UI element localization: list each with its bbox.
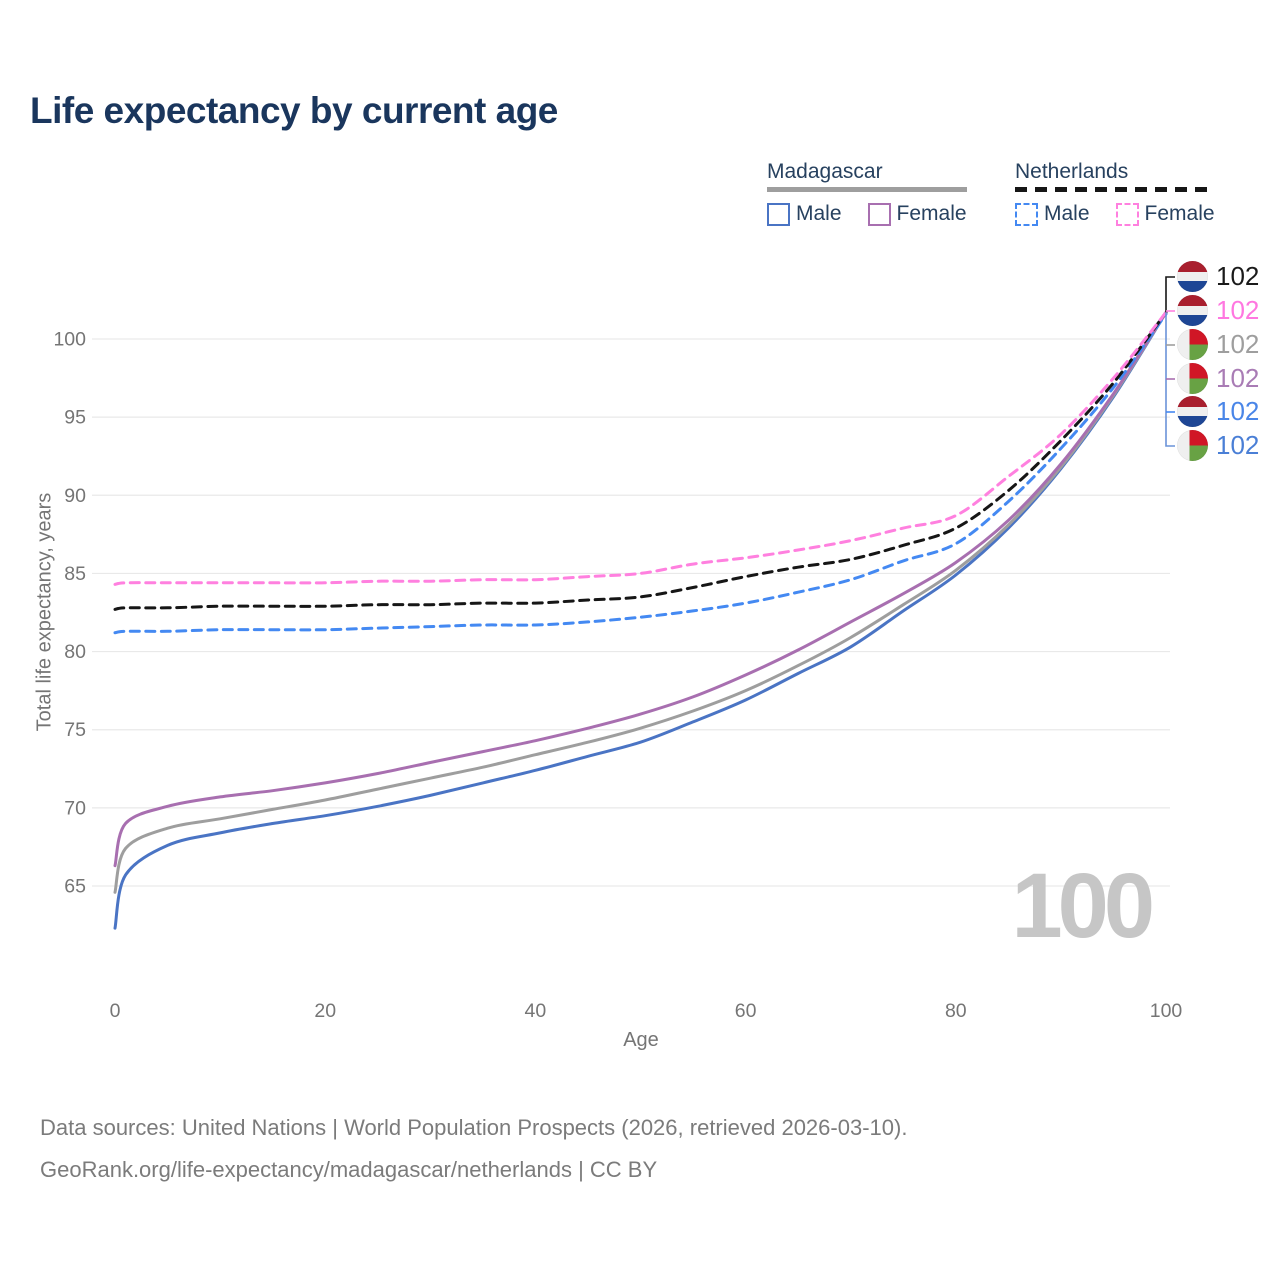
series-line-netherlands_male[interactable]: [113, 312, 1168, 635]
end-label-connector-blue: [1165, 312, 1175, 447]
y-tick-label: 85: [64, 563, 86, 585]
end-label-row: 102: [1177, 329, 1259, 360]
y-axis-title: Total life expectancy, years: [33, 492, 56, 732]
end-value-madagascar_both: 102: [1216, 329, 1260, 359]
series-line-madagascar_female[interactable]: [113, 310, 1168, 868]
legend-item-netherlands-male[interactable]: Male: [1015, 202, 1090, 226]
series-line-netherlands_female[interactable]: [113, 310, 1168, 586]
footer-data-sources: Data sources: United Nations | World Pop…: [40, 1115, 908, 1140]
flag-netherlands-icon: [1177, 396, 1208, 427]
legend-label: Male: [796, 202, 842, 225]
series-line-madagascar_both[interactable]: [113, 310, 1168, 894]
legend-group-netherlands: Netherlands Male Female: [1015, 160, 1215, 226]
legend-underline-solid: [767, 187, 967, 192]
x-tick-label: 80: [945, 1000, 967, 1022]
madagascar-female-swatch-icon: [867, 202, 891, 226]
x-tick-label: 60: [735, 1000, 757, 1022]
age-watermark: 100: [1011, 855, 1155, 957]
end-label-row: 102: [1177, 430, 1259, 461]
page-title: Life expectancy by current age: [30, 90, 558, 131]
x-tick-label: 40: [525, 1000, 547, 1022]
legend-title-netherlands: Netherlands: [1015, 160, 1129, 183]
end-label-connector-black: [1165, 276, 1175, 313]
end-label-row: 102: [1177, 396, 1259, 427]
series-line-madagascar_male[interactable]: [113, 310, 1168, 930]
end-value-netherlands_male: 102: [1216, 396, 1260, 426]
legend-item-madagascar-female[interactable]: Female: [867, 202, 967, 226]
footer-attribution-link: GeoRank.org/life-expectancy/madagascar/n…: [40, 1157, 658, 1182]
flag-netherlands-icon: [1177, 261, 1208, 292]
legend-underline-dashed: [1015, 187, 1215, 192]
y-tick-label: 70: [64, 797, 86, 819]
y-tick-label: 90: [64, 485, 86, 507]
flag-madagascar-icon: [1177, 329, 1208, 360]
netherlands-female-swatch-icon: [1115, 202, 1139, 226]
y-tick-label: 100: [53, 329, 86, 351]
x-tick-label: 0: [110, 1000, 121, 1022]
end-value-madagascar_male: 102: [1216, 430, 1260, 460]
end-value-madagascar_female: 102: [1216, 363, 1260, 393]
end-value-netherlands_female: 102: [1216, 295, 1260, 325]
x-tick-label: 20: [314, 1000, 336, 1022]
y-tick-label: 75: [64, 719, 86, 741]
x-tick-label: 100: [1150, 1000, 1183, 1022]
legend-label: Male: [1044, 202, 1090, 225]
legend-item-netherlands-female[interactable]: Female: [1115, 202, 1215, 226]
legend-item-madagascar-male[interactable]: Male: [767, 202, 842, 226]
series-line-netherlands_both[interactable]: [113, 310, 1168, 611]
legend-label: Female: [1144, 202, 1215, 225]
netherlands-male-swatch-icon: [1015, 202, 1038, 226]
y-tick-label: 95: [64, 407, 86, 429]
legend-label: Female: [896, 202, 967, 225]
y-tick-label: 80: [64, 641, 86, 663]
x-axis-title: Age: [623, 1029, 659, 1051]
legend-group-madagascar: Madagascar Male Female: [767, 160, 967, 226]
y-tick-label: 65: [64, 876, 86, 898]
footer: Data sources: United Nations | World Pop…: [40, 1107, 907, 1191]
flag-madagascar-icon: [1177, 363, 1208, 394]
flag-netherlands-icon: [1177, 295, 1208, 326]
flag-madagascar-icon: [1177, 430, 1208, 461]
legend-title-madagascar: Madagascar: [767, 160, 883, 183]
end-label-row: 102: [1177, 261, 1259, 292]
end-label-row: 102: [1177, 295, 1259, 326]
madagascar-male-swatch-icon: [767, 202, 790, 226]
end-label-row: 102: [1177, 363, 1259, 394]
end-value-netherlands_both: 102: [1216, 261, 1260, 291]
